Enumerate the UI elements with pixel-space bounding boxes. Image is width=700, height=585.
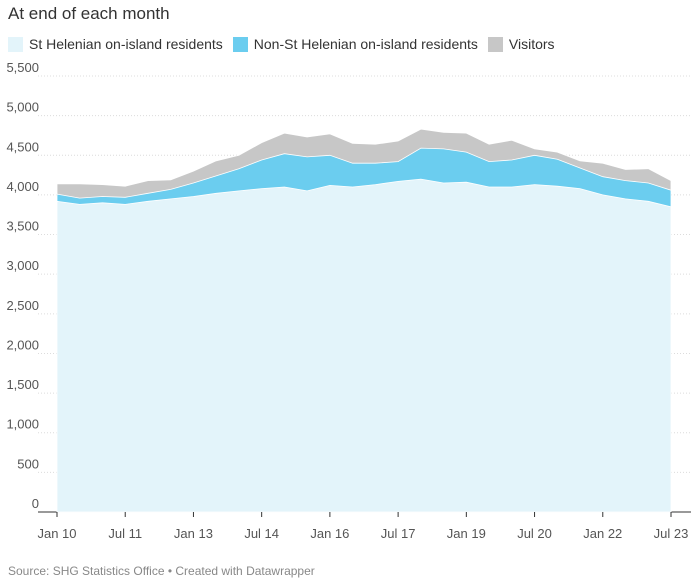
y-tick-label: 1,500 [6,377,39,392]
x-tick-label: Jul 20 [517,526,552,541]
x-tick-label: Jan 16 [310,526,349,541]
y-tick-label: 3,000 [6,258,39,273]
y-tick-label: 1,000 [6,417,39,432]
legend-label-st-helenian: St Helenian on-island residents [29,36,223,52]
legend-swatch-non-st-helenian [232,36,248,52]
y-tick-label: 0 [32,496,39,511]
y-tick-label: 5,000 [6,100,39,115]
y-tick-label: 5,500 [6,60,39,75]
legend-label-non-st-helenian: Non-St Helenian on-island residents [253,36,478,52]
source-footer: Source: SHG Statistics Office • Created … [8,564,315,578]
x-tick-label: Jul 17 [381,526,416,541]
y-tick-label: 2,500 [6,298,39,313]
legend-item-visitors: Visitors [487,36,555,52]
legend-swatch-visitors [487,36,503,52]
chart-title: At end of each month [8,4,170,23]
legend-item-st-helenian: St Helenian on-island residents [8,36,223,52]
y-tick-label: 4,500 [6,139,39,154]
x-tick-label: Jul 14 [244,526,279,541]
y-tick-label: 500 [17,456,39,471]
x-tick-label: Jul 11 [108,526,142,541]
legend-item-non-st-helenian: Non-St Helenian on-island residents [232,36,478,52]
x-tick-label: Jan 10 [37,526,76,541]
legend: St Helenian on-island residents Non-St H… [8,36,565,52]
y-tick-label: 4,000 [6,179,39,194]
x-tick-label: Jan 22 [583,526,622,541]
y-tick-label: 3,500 [6,219,39,234]
area-st-helenian [56,178,672,513]
y-tick-label: 2,000 [6,337,39,352]
x-tick-label: Jan 13 [174,526,213,541]
x-tick-label: Jan 19 [447,526,486,541]
legend-swatch-st-helenian [8,36,23,52]
x-tick-label: Jul 23 [654,526,689,541]
legend-label-visitors: Visitors [508,36,555,52]
